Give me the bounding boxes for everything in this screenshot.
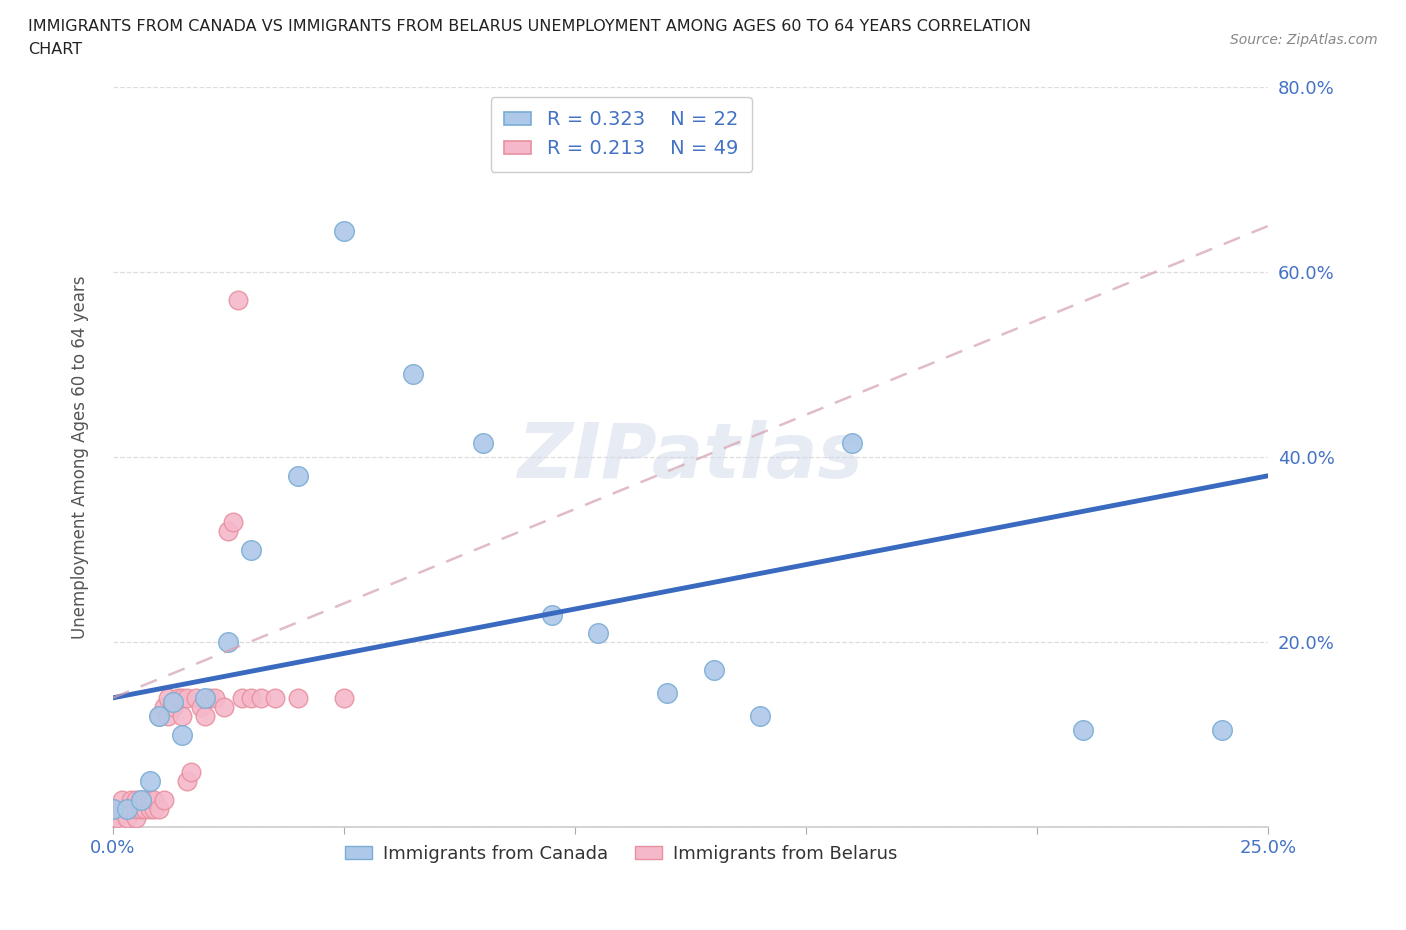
Point xyxy=(176,690,198,705)
Point xyxy=(263,690,285,705)
Point xyxy=(139,774,162,789)
Point xyxy=(107,811,129,826)
Point xyxy=(1071,723,1094,737)
Point xyxy=(162,695,184,710)
Point xyxy=(166,690,188,705)
Point xyxy=(287,690,309,705)
Point xyxy=(101,811,124,826)
Point xyxy=(125,811,148,826)
Point xyxy=(703,663,725,678)
Point xyxy=(240,690,263,705)
Point xyxy=(148,709,170,724)
Point xyxy=(152,699,174,714)
Point xyxy=(217,524,239,538)
Text: CHART: CHART xyxy=(28,42,82,57)
Text: ZIPatlas: ZIPatlas xyxy=(517,420,863,494)
Point xyxy=(139,792,162,807)
Point xyxy=(194,709,217,724)
Point xyxy=(198,690,221,705)
Point xyxy=(111,792,134,807)
Point xyxy=(541,607,564,622)
Point xyxy=(172,709,194,724)
Point xyxy=(402,366,425,381)
Point xyxy=(157,709,180,724)
Point xyxy=(176,774,198,789)
Text: Source: ZipAtlas.com: Source: ZipAtlas.com xyxy=(1230,33,1378,46)
Point xyxy=(129,802,152,817)
Point xyxy=(107,802,129,817)
Point xyxy=(152,792,174,807)
Point xyxy=(190,699,212,714)
Point xyxy=(180,764,202,779)
Point xyxy=(333,690,356,705)
Point xyxy=(148,709,170,724)
Point xyxy=(226,293,249,308)
Point xyxy=(148,802,170,817)
Point xyxy=(143,802,166,817)
Point xyxy=(212,699,235,714)
Point xyxy=(134,802,156,817)
Point xyxy=(249,690,271,705)
Point xyxy=(204,690,226,705)
Point xyxy=(139,802,162,817)
Point xyxy=(657,685,679,700)
Point xyxy=(231,690,253,705)
Point xyxy=(217,635,239,650)
Point xyxy=(172,727,194,742)
Point xyxy=(129,792,152,807)
Point xyxy=(115,802,138,817)
Point xyxy=(194,690,217,705)
Point xyxy=(125,792,148,807)
Point xyxy=(134,792,156,807)
Point xyxy=(240,542,263,557)
Point xyxy=(586,626,609,641)
Point xyxy=(129,792,152,807)
Text: IMMIGRANTS FROM CANADA VS IMMIGRANTS FROM BELARUS UNEMPLOYMENT AMONG AGES 60 TO : IMMIGRANTS FROM CANADA VS IMMIGRANTS FRO… xyxy=(28,19,1031,33)
Point xyxy=(143,792,166,807)
Point xyxy=(1211,723,1233,737)
Point xyxy=(184,690,207,705)
Point xyxy=(471,436,494,451)
Point xyxy=(111,802,134,817)
Y-axis label: Unemployment Among Ages 60 to 64 years: Unemployment Among Ages 60 to 64 years xyxy=(72,275,89,639)
Point xyxy=(120,802,142,817)
Point xyxy=(115,811,138,826)
Point xyxy=(101,802,124,817)
Point xyxy=(333,223,356,238)
Point xyxy=(748,709,770,724)
Point xyxy=(222,514,245,529)
Point xyxy=(101,802,124,817)
Point xyxy=(162,699,184,714)
Point xyxy=(157,690,180,705)
Point xyxy=(125,802,148,817)
Point xyxy=(172,690,194,705)
Point xyxy=(841,436,863,451)
Point xyxy=(115,802,138,817)
Legend: Immigrants from Canada, Immigrants from Belarus: Immigrants from Canada, Immigrants from … xyxy=(337,838,904,870)
Point xyxy=(287,469,309,484)
Point xyxy=(120,792,142,807)
